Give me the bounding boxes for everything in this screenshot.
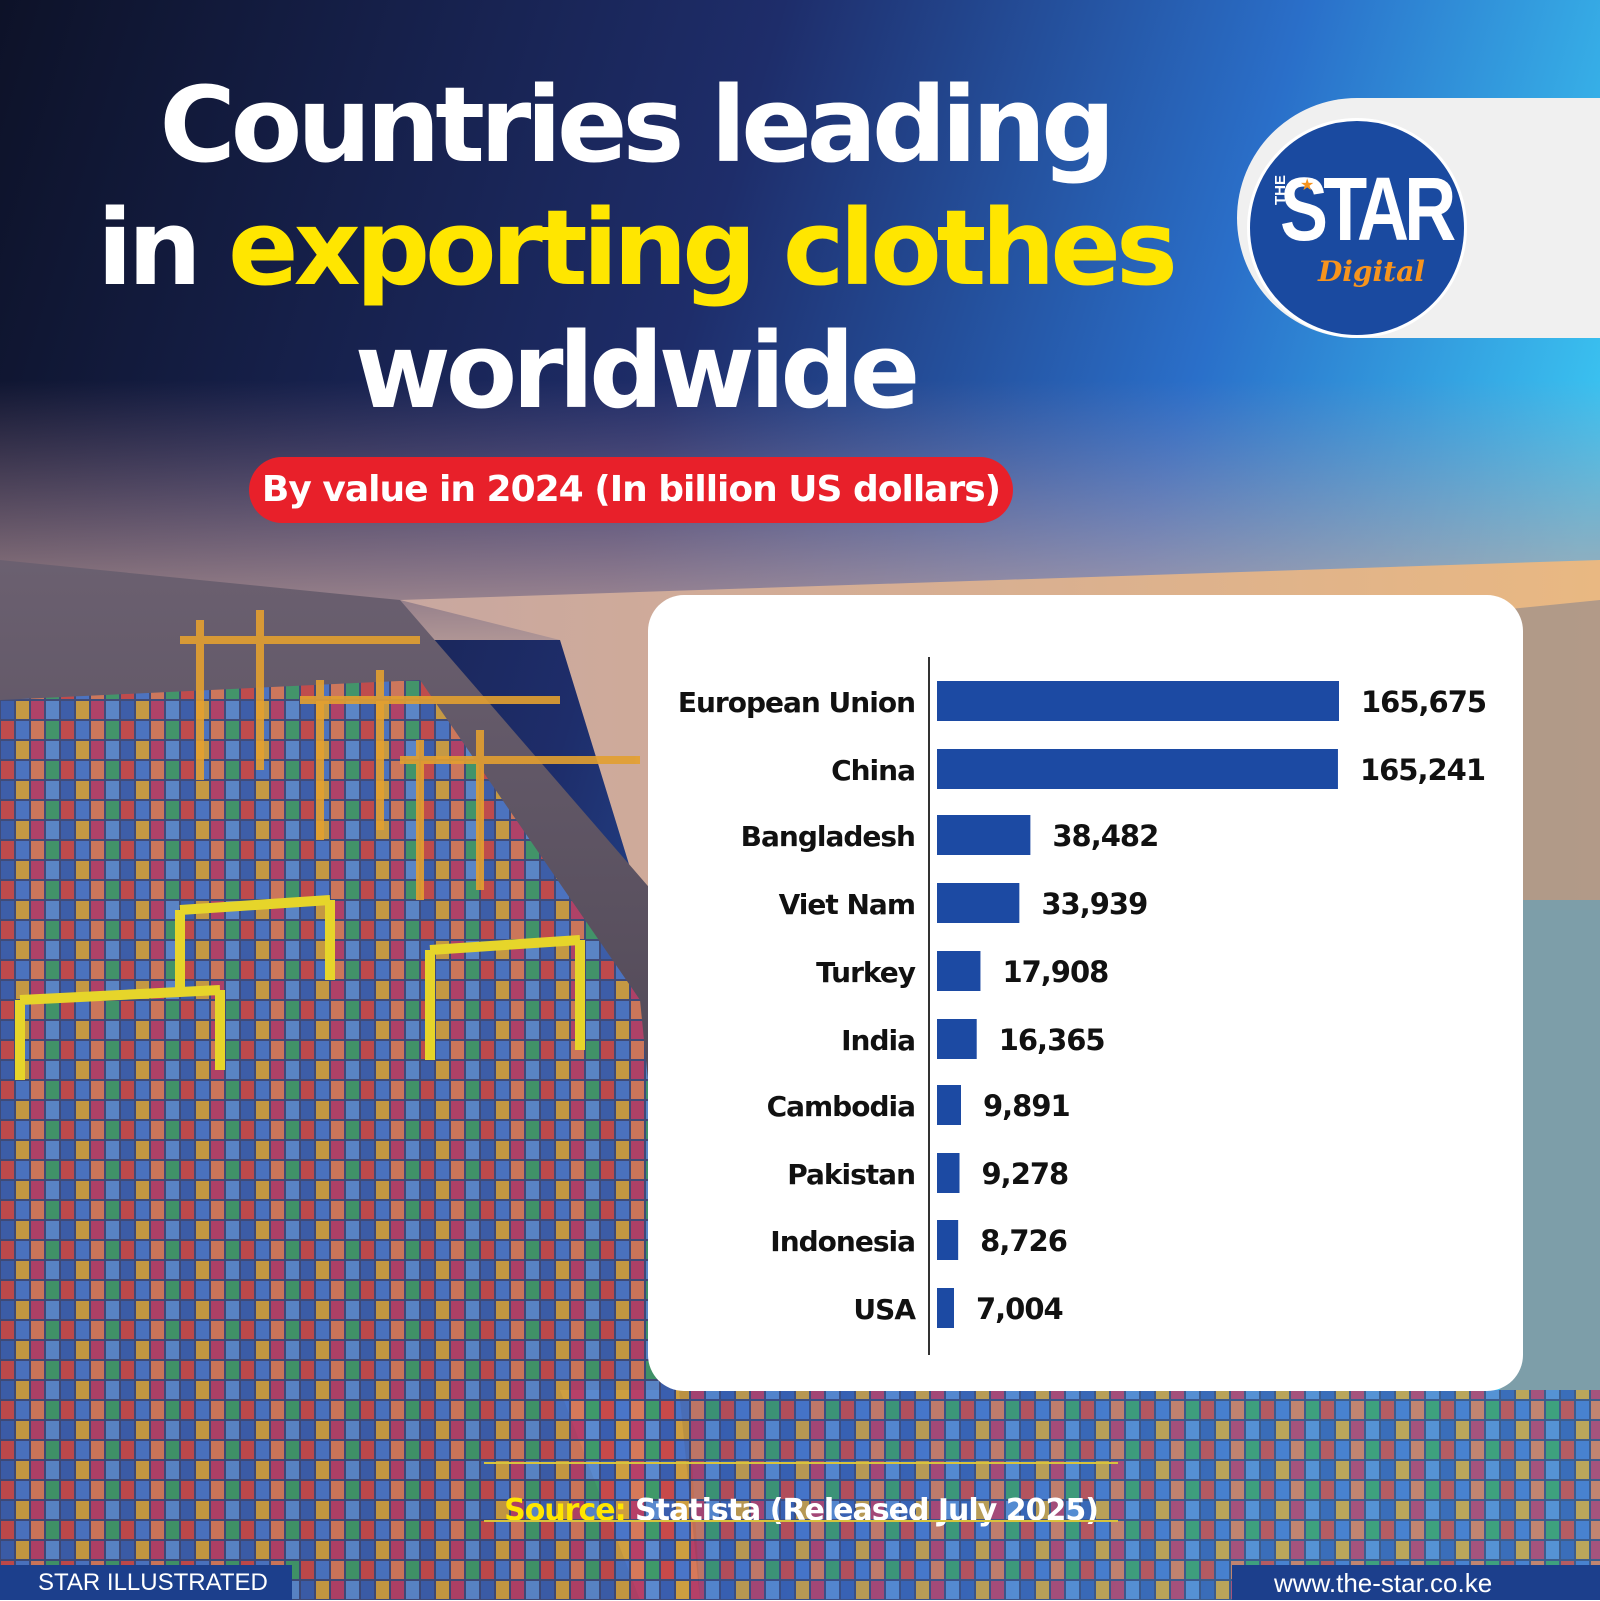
value-label: 38,482: [1052, 819, 1158, 853]
value-label: 17,908: [1002, 955, 1108, 989]
title-highlight: exporting clothes: [228, 187, 1178, 309]
bar-viet-nam: [937, 883, 1020, 923]
star-icon: ★: [1300, 175, 1315, 194]
category-label: Turkey: [816, 956, 916, 989]
category-label: Bangladesh: [741, 820, 915, 853]
logo-the-text: THE: [1272, 175, 1289, 205]
bar-china: [937, 749, 1338, 789]
category-label: Pakistan: [787, 1158, 915, 1191]
bar-turkey: [937, 951, 981, 991]
source-rule-top: [484, 1462, 1118, 1464]
source-text: Statista (Released July 2025): [625, 1493, 1099, 1528]
source-rule-bottom: [484, 1520, 1118, 1522]
bar-chart: European Union 165,675 China 165,241 Banglad…: [678, 657, 1487, 1355]
title-line-3: worldwide: [354, 310, 921, 432]
subtitle-pill: By value in 2024 (In billion US dollars): [249, 457, 1013, 523]
bar-european-union: [937, 681, 1339, 721]
value-label: 9,278: [982, 1157, 1069, 1191]
logo-star-text: STAR: [1280, 160, 1456, 260]
title-line-2-prefix: in: [97, 187, 229, 309]
category-label: Cambodia: [767, 1090, 915, 1123]
title-line-2: in exporting clothes: [90, 188, 1180, 308]
title-line-1: Countries leading: [159, 64, 1115, 186]
bar-pakistan: [937, 1153, 960, 1193]
bar-cambodia: [937, 1085, 961, 1125]
value-label: 33,939: [1041, 887, 1147, 921]
value-label: 9,891: [983, 1089, 1070, 1123]
logo-digital-text: Digital: [1318, 255, 1425, 288]
source-label: Source:: [504, 1493, 626, 1528]
category-label: China: [831, 754, 915, 787]
value-label: 8,726: [980, 1224, 1067, 1258]
footer-website-link[interactable]: www.the-star.co.ke: [1232, 1565, 1600, 1600]
chart-card: [648, 595, 1523, 1391]
category-label: Indonesia: [770, 1225, 915, 1258]
value-label: 16,365: [999, 1023, 1105, 1057]
bar-indonesia: [937, 1220, 959, 1260]
category-label: India: [841, 1024, 915, 1057]
value-label: 165,675: [1361, 685, 1486, 719]
bar-bangladesh: [937, 815, 1031, 855]
bar-india: [937, 1019, 977, 1059]
star-logo: [1247, 118, 1467, 338]
value-label: 7,004: [976, 1292, 1063, 1326]
bar-usa: [937, 1288, 954, 1328]
value-label: 165,241: [1360, 753, 1485, 787]
source-note: Source: Statista (Released July 2025): [484, 1462, 1118, 1560]
footer-credit: STAR ILLUSTRATED: [0, 1565, 292, 1600]
category-label: European Union: [678, 686, 915, 719]
category-label: Viet Nam: [779, 888, 915, 921]
category-label: USA: [853, 1293, 916, 1326]
